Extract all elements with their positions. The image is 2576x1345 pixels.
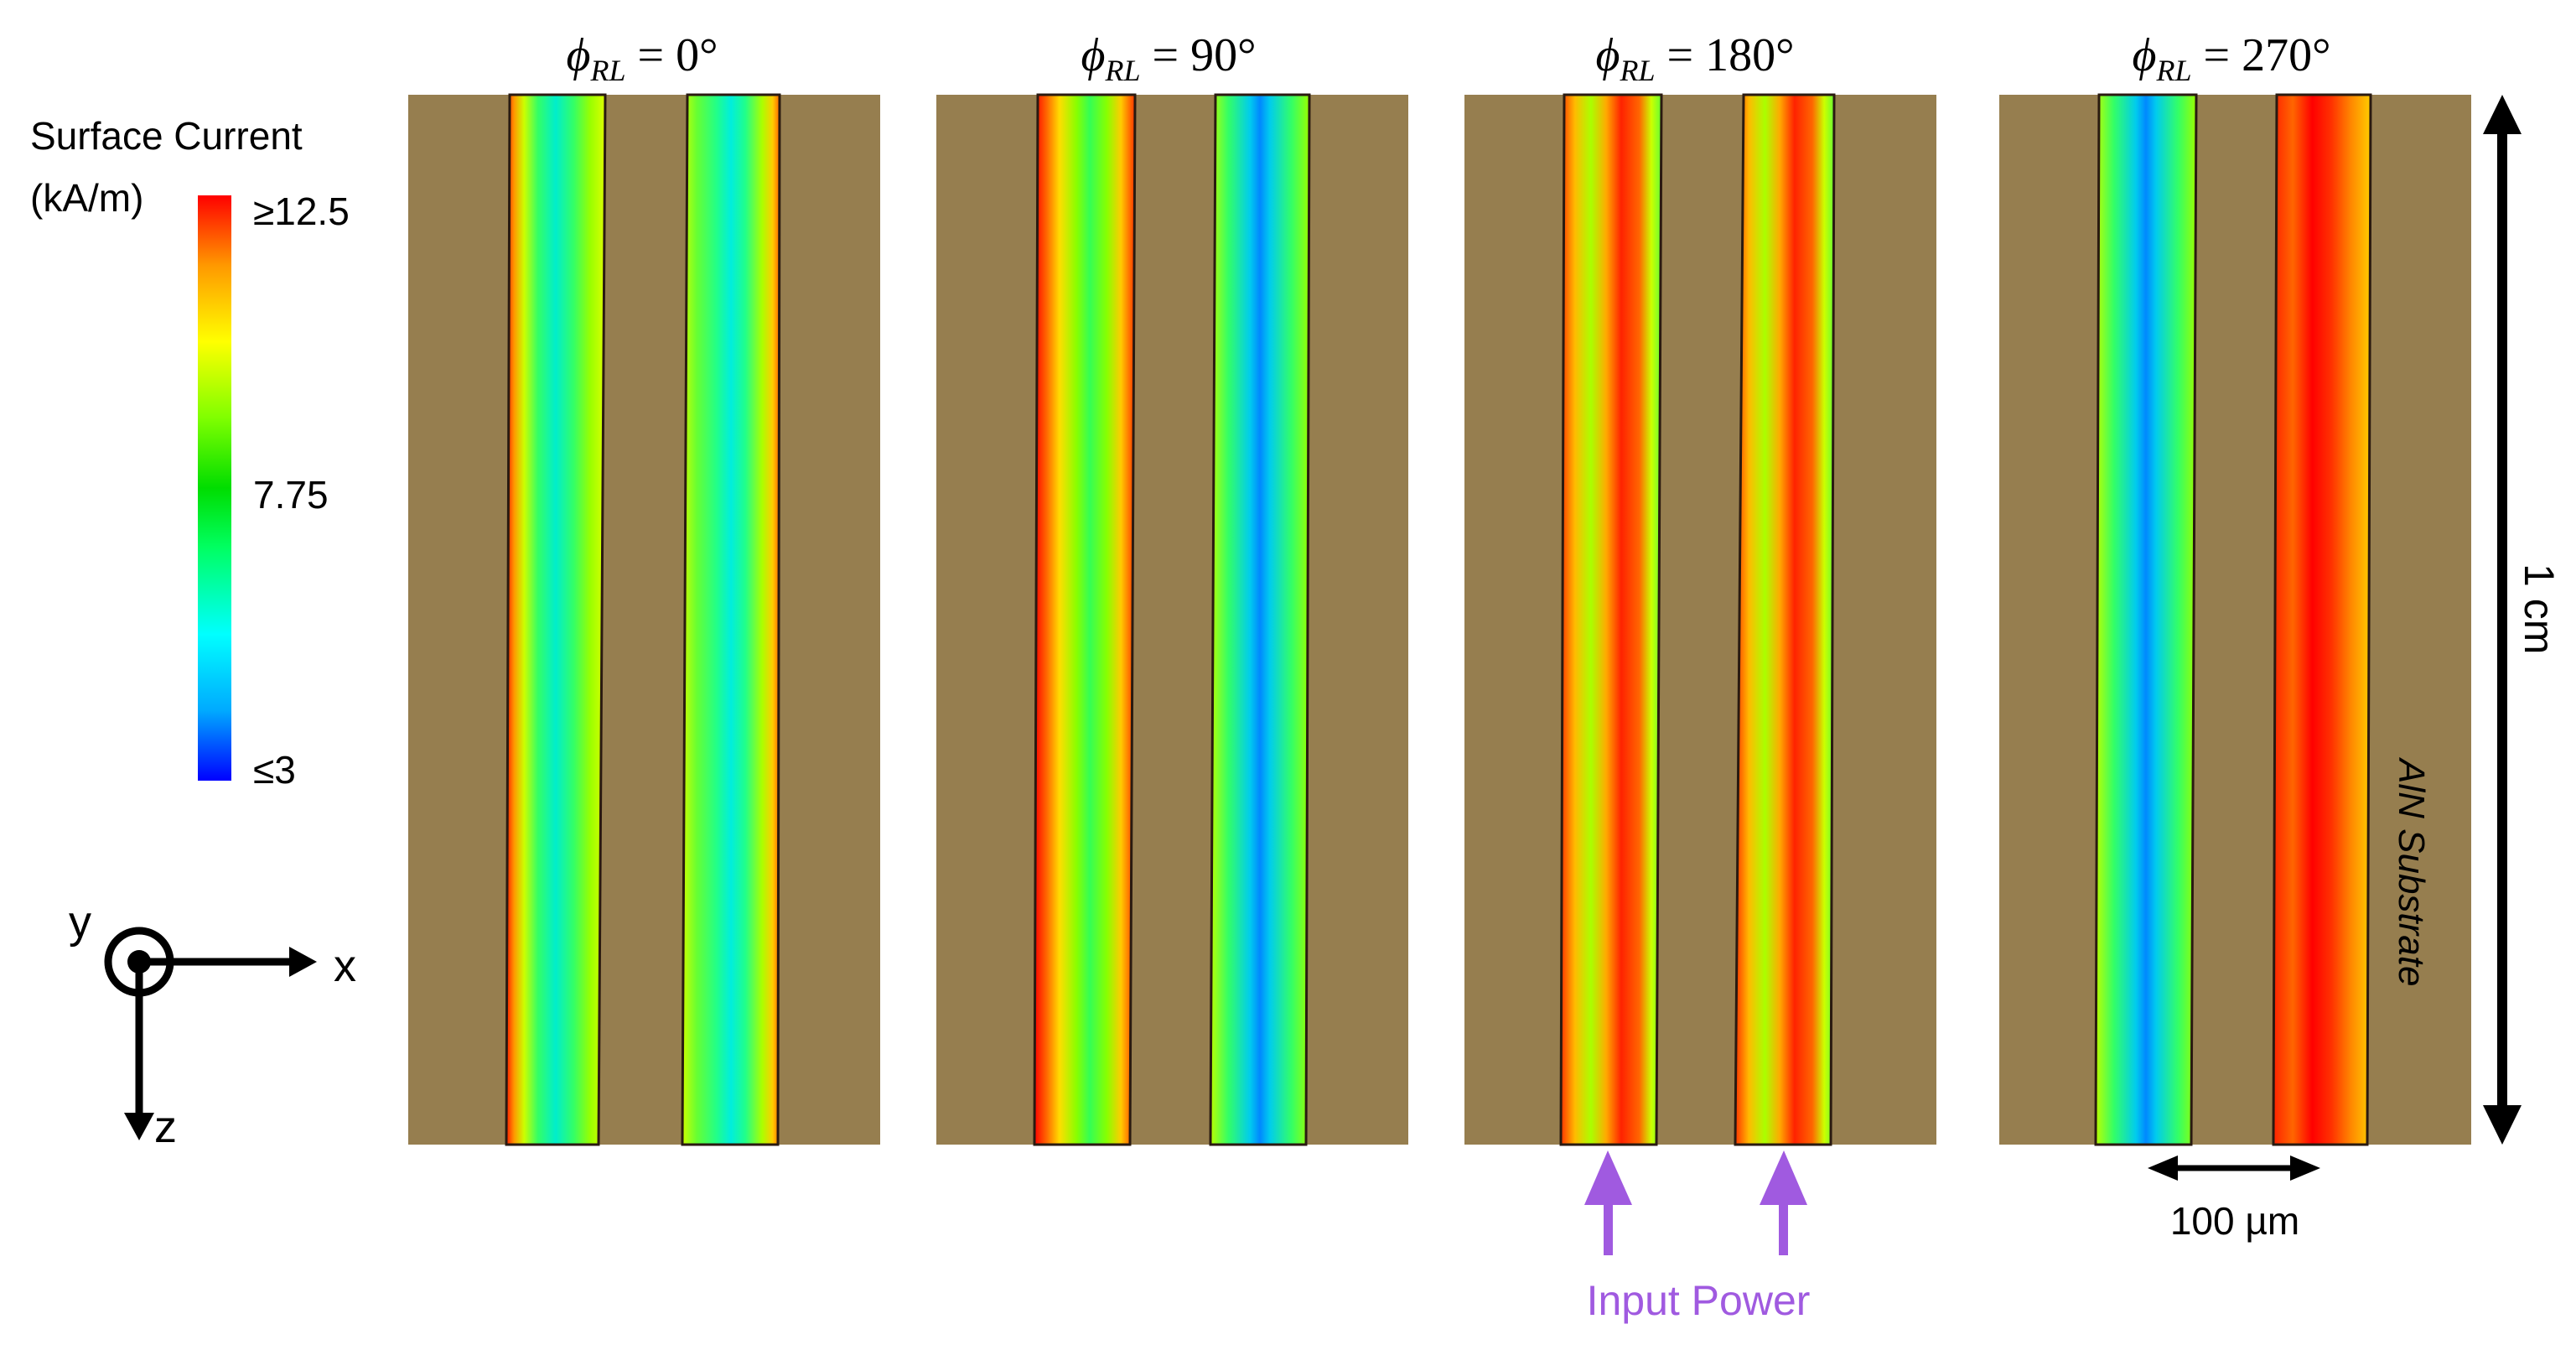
length-scale-label: 1 cm (2516, 563, 2563, 654)
colorbar-gradient (198, 195, 231, 781)
x-arrowhead-icon (289, 947, 317, 977)
panel-phi-270: ϕRL = 270° AlN Substrate 100 µm (1999, 29, 2471, 1243)
panel-phi-180: ϕRL = 180° Input Power (1464, 29, 1936, 1324)
strip-right (1209, 93, 1311, 1146)
colorbar-mid-label: 7.75 (253, 473, 329, 517)
substrate (1999, 95, 2471, 1145)
strip-right (1734, 93, 1836, 1146)
colorbar-min-label: ≤3 (253, 748, 296, 792)
strip-right (2272, 93, 2372, 1146)
coordinate-axes: y x z (69, 897, 356, 1152)
panel-title: ϕRL = 270° (2133, 29, 2331, 87)
length-scale: 1 cm (2483, 95, 2563, 1145)
length-arrowhead-bottom-icon (2483, 1105, 2522, 1145)
strip-left (1559, 93, 1663, 1146)
substrate (1464, 95, 1936, 1145)
panel-title: ϕRL = 90° (1081, 29, 1257, 87)
z-axis-label: z (154, 1102, 177, 1152)
panel-title: ϕRL = 0° (567, 29, 718, 87)
substrate (936, 95, 1408, 1145)
colorbar-max-label: ≥12.5 (253, 190, 350, 233)
strip-left (1033, 93, 1137, 1146)
width-scale-label: 100 µm (2170, 1199, 2299, 1243)
panel-phi-90: ϕRL = 90° (936, 29, 1408, 1146)
z-arrowhead-icon (124, 1113, 154, 1140)
length-arrowhead-top-icon (2483, 95, 2522, 134)
width-arrowhead-right-icon (2290, 1155, 2320, 1181)
y-axis-label: y (69, 897, 91, 948)
panel-title: ϕRL = 180° (1596, 29, 1795, 87)
x-axis-label: x (334, 941, 356, 991)
colorbar-title-line2: (kA/m) (30, 176, 143, 220)
strip-right (681, 93, 781, 1146)
input-arrow-left-icon (1584, 1150, 1632, 1255)
strip-left (2094, 93, 2198, 1146)
width-arrowhead-left-icon (2148, 1155, 2178, 1181)
input-power-label: Input Power (1587, 1277, 1811, 1324)
substrate (408, 95, 880, 1145)
colorbar: Surface Current (kA/m) ≥12.5 7.75 ≤3 (30, 114, 350, 792)
substrate-label: AlN Substrate (2391, 756, 2432, 986)
colorbar-title-line1: Surface Current (30, 114, 303, 158)
input-arrow-right-icon (1760, 1150, 1807, 1255)
panel-phi-0: ϕRL = 0° (408, 29, 880, 1146)
strip-left (505, 93, 607, 1146)
